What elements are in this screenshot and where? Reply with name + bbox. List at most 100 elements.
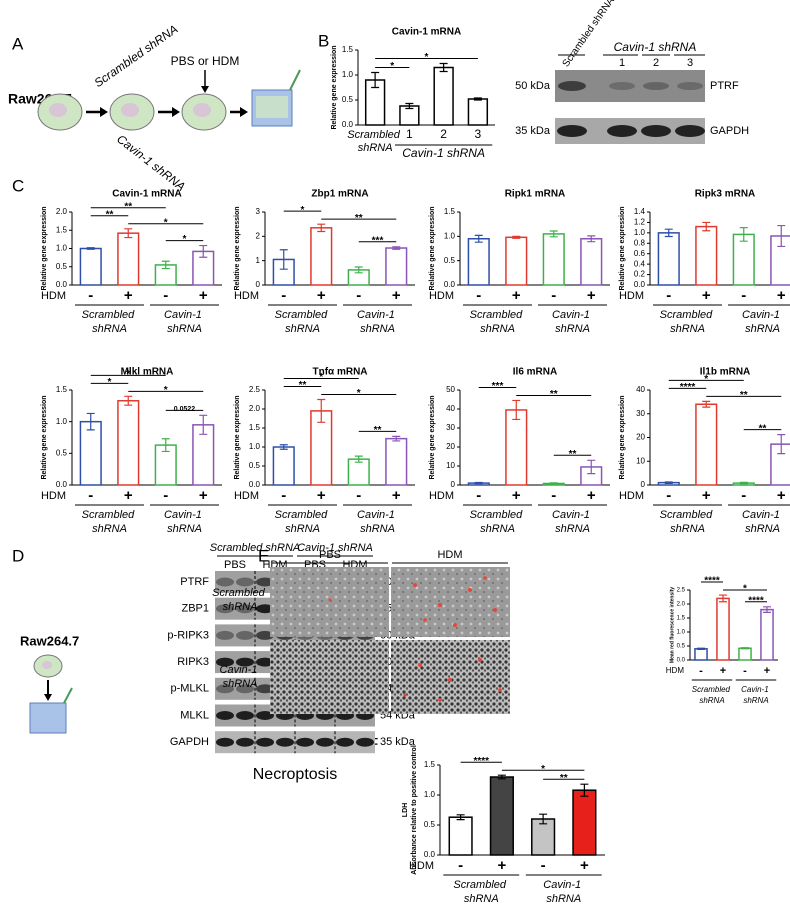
- y-tick-label: 0.0: [342, 120, 354, 129]
- y-tick-label: 2.0: [249, 404, 261, 413]
- treatment-axis-label: HDM: [619, 290, 644, 302]
- nucleus: [121, 103, 139, 117]
- x-tick-label: -: [551, 487, 556, 504]
- error-bar: [702, 400, 711, 408]
- significance-label: ***: [492, 381, 504, 392]
- pipette: [63, 687, 73, 704]
- significance-label: *: [425, 52, 429, 63]
- x-tick-label: +: [317, 487, 326, 504]
- blot-band: [216, 604, 234, 614]
- y-tick-label: 1.4: [634, 207, 646, 216]
- error-bar: [539, 813, 548, 825]
- error-bar: [317, 398, 326, 423]
- error-bar: [739, 481, 748, 485]
- x-tick-label: +: [702, 287, 711, 304]
- error-bar: [124, 395, 133, 406]
- error-bar: [549, 230, 558, 238]
- error-bar: [777, 224, 786, 248]
- y-tick-label: 10: [636, 456, 645, 465]
- x-tick-label: +: [392, 287, 401, 304]
- culture-plate: [29, 702, 67, 734]
- x-tick-label: +: [497, 857, 506, 874]
- blot-group-label: Cavin-1 shRNA: [297, 542, 373, 554]
- blot-band: [557, 125, 587, 137]
- y-tick-label: 2.5: [677, 588, 686, 594]
- x-tick-label: +: [777, 287, 786, 304]
- blot-band: [216, 711, 234, 720]
- blot-band: [236, 577, 254, 587]
- bar: [716, 597, 730, 661]
- chart-title: Il1b mRNA: [700, 367, 751, 378]
- y-tick-label: 1.0: [342, 70, 354, 79]
- protein-label: ZBP1: [181, 603, 209, 615]
- x-tick-label: -: [163, 487, 168, 504]
- error-bar: [697, 647, 705, 650]
- bar: [79, 420, 102, 486]
- significance-label: *: [541, 764, 545, 775]
- blot-band: [236, 657, 254, 667]
- blot-lane-label: 2: [653, 57, 659, 69]
- group-label: Cavin-1 shRNA: [741, 685, 771, 705]
- bar: [531, 818, 556, 856]
- arrow-head: [201, 86, 209, 93]
- bar: [695, 403, 718, 486]
- blot-band: [641, 125, 671, 137]
- x-tick-label: -: [741, 287, 746, 304]
- significance-label: **: [106, 209, 114, 220]
- control-label: Scrambled shRNA: [92, 22, 181, 90]
- error-bar: [664, 481, 673, 484]
- x-tick-label: -: [699, 665, 703, 677]
- arrow-head: [100, 107, 108, 117]
- y-axis-label: Mean red fluorescence intensity: [669, 587, 675, 663]
- x-tick-label: +: [702, 487, 711, 504]
- x-tick-label: -: [356, 287, 361, 304]
- significance-label: *: [704, 374, 708, 385]
- bar: [732, 233, 755, 286]
- x-tick-label: +: [124, 487, 133, 504]
- group-label: Scrambled shRNA: [470, 509, 526, 535]
- group-label: Scrambled shRNA: [82, 309, 138, 335]
- arrow-head: [172, 107, 180, 117]
- x-tick-label: +: [777, 487, 786, 504]
- x-tick-label: -: [476, 287, 481, 304]
- micrograph: [391, 567, 510, 637]
- y-tick-label: 40: [446, 404, 455, 413]
- y-axis-label: Relative gene expression: [234, 206, 241, 290]
- blot-band: [677, 82, 703, 90]
- blot-band: [216, 737, 234, 747]
- x-tick-label: -: [666, 287, 671, 304]
- x-tick-label: +: [587, 487, 596, 504]
- blot-band: [256, 684, 274, 694]
- error-bar: [549, 482, 558, 485]
- y-tick-label: 1.5: [444, 207, 456, 216]
- treatment-axis-label: HDM: [619, 490, 644, 502]
- bar: [310, 227, 333, 286]
- bar: [760, 608, 774, 661]
- bar: [657, 232, 680, 286]
- panel-label: C: [12, 176, 24, 195]
- bar: [505, 236, 528, 286]
- y-tick-label: 0: [451, 480, 456, 489]
- error-bar: [474, 234, 483, 243]
- bar: [385, 437, 408, 486]
- error-bar: [739, 227, 748, 242]
- error-bar: [763, 606, 771, 613]
- bar: [117, 232, 140, 286]
- treatment-axis-label: HDM: [41, 290, 66, 302]
- bar: [695, 225, 718, 286]
- y-tick-label: 0.5: [56, 262, 68, 271]
- group-label: Cavin-1 shRNA: [357, 509, 398, 535]
- blot-band: [558, 81, 586, 91]
- blot-band: [356, 737, 374, 747]
- red-signal: [328, 576, 502, 702]
- x-tick-label: -: [551, 287, 556, 304]
- treatment-axis-label: HDM: [429, 290, 454, 302]
- panel-a-diagram: Raw264.7 Scrambled shRNA Cavin-1 shRNA P…: [8, 22, 301, 194]
- x-tick-label: -: [281, 287, 286, 304]
- blot-group-label: Cavin-1 shRNA: [614, 40, 697, 54]
- significance-label: **: [759, 423, 767, 434]
- treatment-axis-label: HDM: [234, 290, 259, 302]
- error-bar: [512, 235, 521, 239]
- error-bar: [392, 246, 401, 250]
